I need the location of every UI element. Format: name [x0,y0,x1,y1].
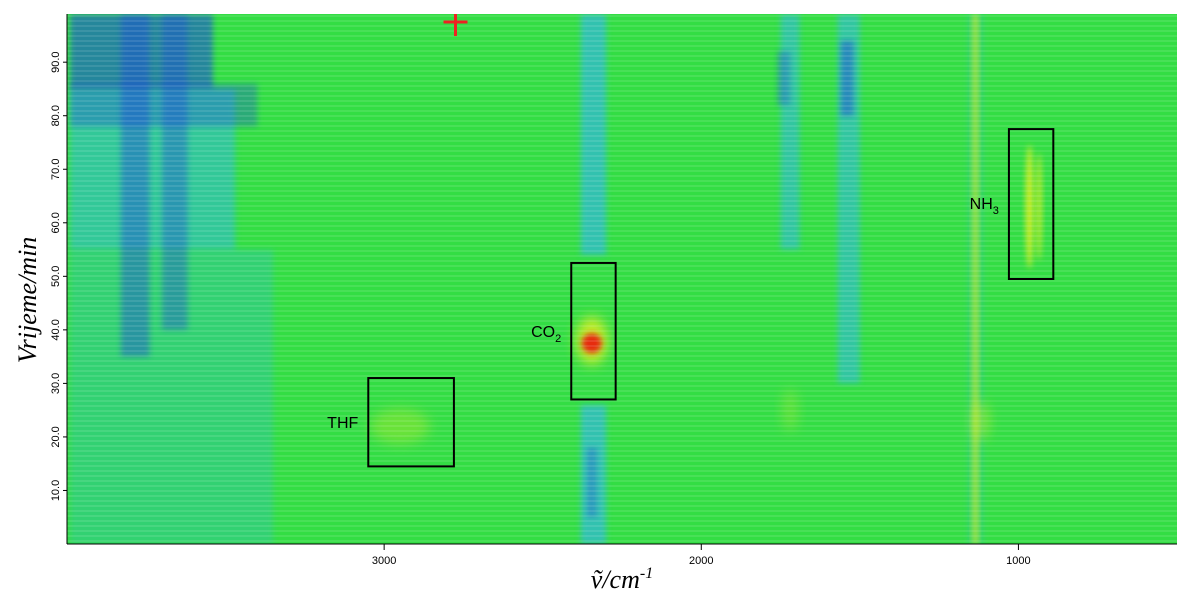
annotation-label-thf: THF [327,415,358,432]
annotation-box-thf [367,377,455,468]
y-tick-label: 70.0 [50,159,62,180]
cursor-marker [443,14,468,37]
x-tick-label: 3000 [372,555,396,567]
y-tick-label: 40.0 [50,319,62,340]
x-axis-title: ṽ/cm-1 [591,565,653,594]
annotation-label-nh: NH3 [970,196,999,217]
annotation-box-nh [1007,128,1055,280]
y-tick-label: 60.0 [50,212,62,233]
y-axis-ticks: 10.0 20.0 30.0 40.0 50.0 60.0 70.0 80.0 90.0 [50,51,67,501]
annotation-box-co [570,261,617,401]
scan-line-texture [67,14,1177,544]
x-tick-label: 1000 [1006,555,1030,567]
y-tick-label: 50.0 [50,266,62,287]
y-axis-title: Vrijeme/min [13,237,42,364]
annotation-label-co: CO2 [531,324,561,345]
x-tick-label: 2000 [689,555,713,567]
y-tick-label: 20.0 [50,426,62,447]
y-tick-label: 30.0 [50,373,62,394]
x-axis-ticks: 3000 2000 1000 [372,544,1031,567]
y-tick-label: 90.0 [50,51,62,72]
y-tick-label: 10.0 [50,480,62,501]
heatmap-area [67,14,1177,544]
annotation-boxes: THF CO2 NH3 [327,128,1055,468]
y-tick-label: 80.0 [50,105,62,126]
